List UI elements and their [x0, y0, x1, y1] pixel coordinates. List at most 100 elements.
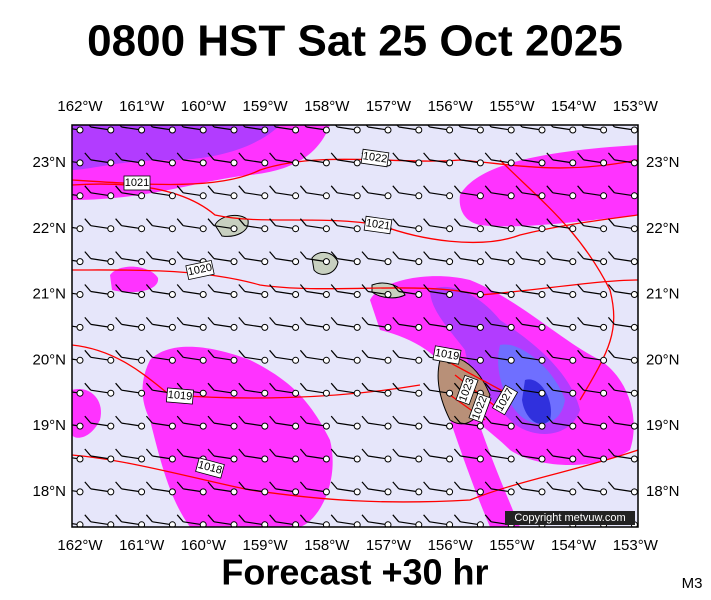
barb-station [261, 192, 269, 200]
wind-barb [361, 415, 392, 430]
barb-feather [176, 448, 184, 457]
isobar-label: 1019 [432, 345, 462, 365]
isobar-label-text: 1021 [125, 177, 149, 189]
barb-station [600, 159, 608, 167]
wind-barb [115, 218, 146, 233]
barb-feather [54, 449, 60, 456]
barb-station [199, 422, 207, 430]
barb-feather [330, 448, 338, 457]
barb-feather [550, 125, 554, 128]
barb-station [76, 192, 84, 200]
wind-barb [269, 481, 300, 496]
barb-station [138, 159, 146, 167]
longitude-label: 160°W [181, 537, 227, 554]
barb-feather [299, 218, 307, 227]
wind-barb [115, 382, 146, 397]
wind-barb [207, 152, 238, 167]
barb-feather [299, 251, 307, 259]
barb-feather [453, 284, 461, 292]
wind-barb [519, 125, 546, 134]
longitude-label: 161°W [119, 98, 165, 115]
wind-barb [546, 448, 577, 463]
wind-barb [423, 185, 454, 200]
barb-feather [396, 125, 400, 128]
wind-barb [145, 317, 176, 331]
map-area [54, 120, 668, 527]
wind-barb [423, 415, 454, 430]
wind-barb [361, 481, 392, 496]
barb-feather [207, 448, 215, 457]
barb-feather [515, 251, 523, 259]
barb-station [569, 488, 577, 496]
barb-feather [639, 186, 645, 193]
wind-barb [392, 218, 423, 233]
wind-barb [176, 152, 207, 167]
barb-feather [207, 152, 215, 161]
wind-barb [238, 185, 269, 200]
barb-station [538, 356, 546, 364]
barb-station [630, 455, 638, 463]
barb-feather [361, 251, 369, 259]
barb-station [261, 323, 269, 331]
wind-barb [546, 185, 577, 200]
wind-barb [72, 258, 84, 266]
barb-feather [546, 284, 554, 292]
barb-feather [639, 515, 645, 522]
barb-station [600, 323, 608, 331]
wind-barb [515, 317, 546, 331]
barb-station [507, 225, 515, 233]
wind-barb [607, 382, 638, 397]
barb-station [384, 389, 392, 397]
barb-feather [84, 481, 92, 490]
barb-feather [546, 185, 554, 194]
barb-station [353, 521, 361, 527]
barb-feather [361, 514, 369, 523]
barb-feather [423, 481, 431, 490]
wind-barb [269, 185, 300, 200]
barb-feather [607, 152, 615, 161]
barb-feather [484, 185, 492, 194]
barb-feather [607, 218, 615, 227]
latitude-label: 19°N [646, 417, 680, 434]
barb-feather [546, 481, 554, 490]
barb-feather [145, 514, 153, 523]
wind-barb [269, 251, 300, 266]
barb-feather [84, 317, 92, 325]
barb-station [199, 225, 207, 233]
wind-barb [453, 481, 484, 496]
barb-feather [54, 120, 60, 127]
barb-feather [639, 120, 645, 127]
barb-station [662, 324, 668, 330]
barb-station [230, 521, 238, 527]
barb-station [168, 521, 176, 527]
barb-feather [269, 349, 277, 358]
wind-barb [550, 125, 577, 134]
barb-station [415, 422, 423, 430]
wind-barb [207, 218, 238, 233]
barb-feather [84, 152, 92, 161]
wind-barb [145, 152, 176, 167]
barb-feather [299, 415, 307, 424]
copyright: Copyright metvuw.com [514, 512, 625, 524]
wind-barb [330, 317, 361, 331]
wind-barb [299, 218, 330, 233]
barb-feather [145, 317, 153, 325]
wind-barb [515, 152, 546, 167]
barb-station [76, 258, 84, 266]
wind-barb [330, 284, 361, 298]
barb-feather [577, 481, 585, 490]
wind-barb [238, 284, 269, 298]
wind-barb [546, 251, 577, 266]
barb-shaft [645, 522, 665, 525]
barb-feather [84, 251, 92, 259]
barb-feather [484, 481, 492, 490]
isobar-label-text: 1019 [167, 389, 192, 403]
barb-station [507, 488, 515, 496]
barb-feather [84, 514, 92, 523]
wind-barb [515, 251, 546, 266]
barb-feather [145, 415, 153, 424]
wind-barb [176, 218, 207, 233]
barb-feather [145, 349, 153, 358]
longitude-label: 162°W [57, 537, 103, 554]
isobar-label: 1020 [185, 259, 215, 281]
